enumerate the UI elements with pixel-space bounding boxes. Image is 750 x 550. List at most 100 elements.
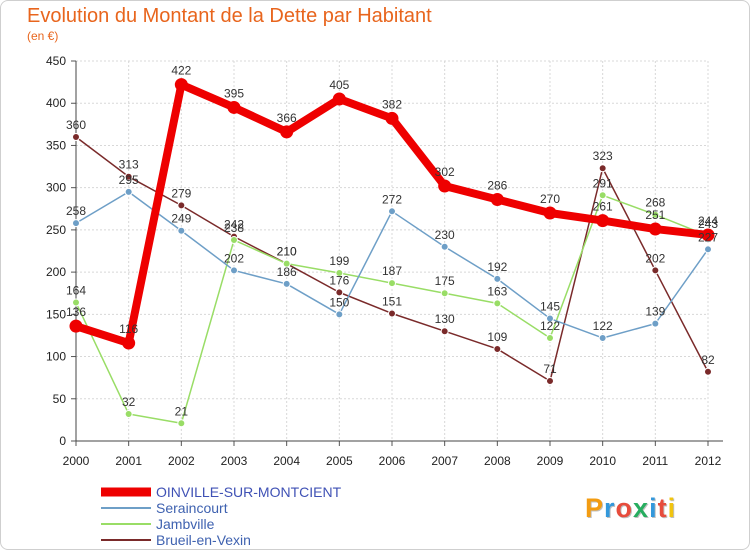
data-label: 268 <box>645 196 665 210</box>
data-point <box>651 319 660 328</box>
y-tick-label: 100 <box>46 350 66 364</box>
x-tick-label: 2009 <box>537 454 564 468</box>
x-tick-label: 2001 <box>115 454 142 468</box>
data-point <box>440 242 449 251</box>
data-label: 32 <box>122 395 136 409</box>
data-point <box>72 133 80 141</box>
data-label: 202 <box>224 251 244 265</box>
legend-label: Brueil-en-Vexin <box>156 532 251 548</box>
chart-subtitle: (en €) <box>27 29 59 43</box>
data-point <box>388 279 396 288</box>
chart-title: Evolution du Montant de la Dette par Hab… <box>27 5 432 27</box>
y-tick-label: 200 <box>46 265 66 279</box>
data-label: 151 <box>382 294 402 308</box>
data-point <box>124 172 133 181</box>
data-label: 323 <box>593 149 613 163</box>
data-point <box>177 226 186 235</box>
y-tick-label: 150 <box>46 307 66 321</box>
data-point <box>335 310 344 319</box>
data-point <box>230 266 238 275</box>
data-point <box>546 333 554 342</box>
data-point <box>335 268 344 277</box>
data-label: 150 <box>329 295 349 309</box>
data-point <box>438 179 452 193</box>
proxiti-logo: Proxiti <box>585 493 676 524</box>
data-point <box>493 299 502 308</box>
series-jambville <box>72 191 712 428</box>
data-label: 360 <box>66 118 86 132</box>
data-point <box>704 367 712 376</box>
data-point <box>385 111 399 125</box>
data-label: 227 <box>698 230 718 244</box>
data-label: 116 <box>119 322 138 336</box>
x-tick-label: 2007 <box>431 454 458 468</box>
logo-letter: i <box>667 493 677 523</box>
data-label: 422 <box>171 64 191 78</box>
data-point <box>596 214 610 228</box>
data-label: 405 <box>329 78 349 92</box>
x-tick-label: 2002 <box>168 454 195 468</box>
data-point <box>335 288 344 297</box>
y-tick-label: 300 <box>46 181 66 195</box>
data-label: 199 <box>329 254 349 268</box>
data-label: 202 <box>645 251 665 265</box>
data-point <box>227 100 241 114</box>
logo-letter: t <box>657 493 668 523</box>
legend-label: Jambville <box>156 516 215 532</box>
series-seraincourt <box>72 187 712 342</box>
data-point <box>651 210 660 219</box>
data-label: 164 <box>66 284 86 298</box>
series-group <box>69 78 715 428</box>
data-point <box>701 228 715 242</box>
data-point <box>440 327 449 336</box>
data-point <box>490 192 504 206</box>
data-point <box>704 245 712 254</box>
axes: 0 50 100 150 200 250 300 350 400 450 2000 2001 2002 2… <box>46 54 723 468</box>
data-point <box>280 125 294 139</box>
data-label: 366 <box>277 111 297 125</box>
data-label: 21 <box>175 404 189 418</box>
data-label: 109 <box>487 330 507 344</box>
data-label: 139 <box>645 305 665 319</box>
data-point <box>122 336 136 350</box>
data-label: 251 <box>645 208 665 222</box>
series-oinville-sur-montcient <box>69 78 715 350</box>
data-point <box>124 187 133 196</box>
logo-letter: o <box>615 493 634 523</box>
data-label: 145 <box>540 300 560 314</box>
data-point <box>72 219 80 228</box>
data-label: 295 <box>119 173 139 187</box>
data-point <box>332 92 346 106</box>
logo-letter: i <box>649 493 658 523</box>
x-tick-label: 2005 <box>326 454 353 468</box>
data-label: 176 <box>329 273 349 287</box>
data-point <box>598 164 607 173</box>
data-label: 230 <box>435 228 455 242</box>
y-tick-label: 250 <box>46 223 66 237</box>
data-label: 244 <box>698 214 718 228</box>
y-tick-label: 400 <box>46 96 66 110</box>
data-point <box>388 207 396 216</box>
y-tick-label: 50 <box>53 392 67 406</box>
data-label: 210 <box>277 245 297 259</box>
data-point <box>177 201 186 210</box>
x-tick-label: 2000 <box>63 454 90 468</box>
data-label: 71 <box>543 362 557 376</box>
data-label: 122 <box>540 319 560 333</box>
data-label: 270 <box>540 192 560 206</box>
data-point <box>598 191 607 200</box>
data-label: 242 <box>224 218 244 232</box>
data-label: 261 <box>593 200 613 214</box>
data-point <box>72 298 80 307</box>
data-label: 136 <box>66 305 86 319</box>
logo-letter: r <box>604 493 616 523</box>
data-point <box>648 222 662 236</box>
data-label: 382 <box>382 97 402 111</box>
x-tick-label: 2003 <box>221 454 248 468</box>
data-label: 279 <box>171 186 191 200</box>
data-point <box>282 259 291 268</box>
data-label: 313 <box>119 158 139 172</box>
x-tick-label: 2006 <box>379 454 406 468</box>
